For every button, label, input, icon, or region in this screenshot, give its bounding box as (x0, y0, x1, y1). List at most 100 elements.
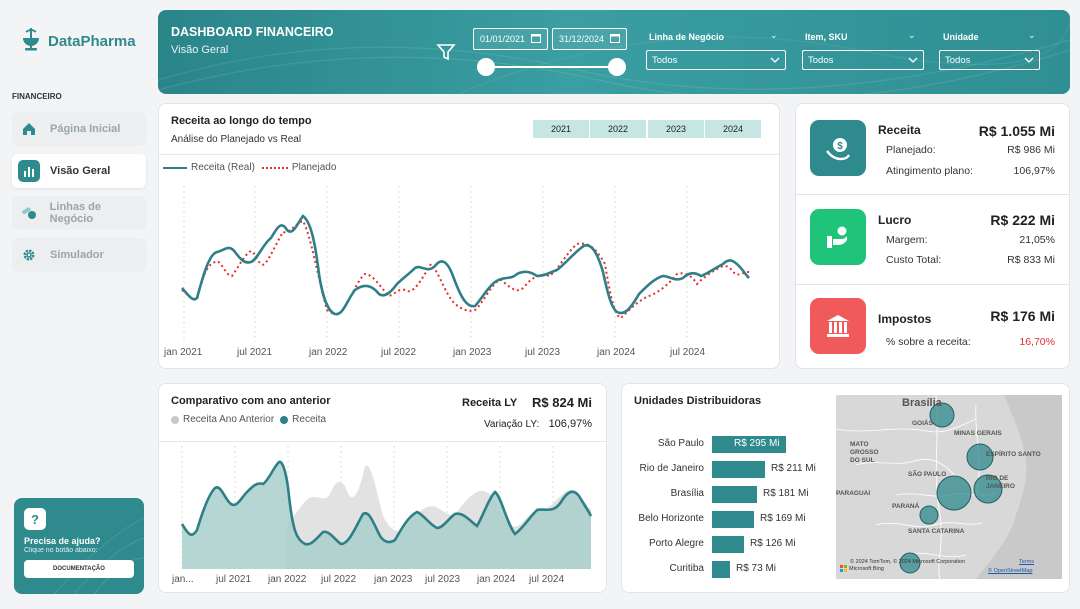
date-start-input[interactable]: 01/01/2021 (473, 28, 548, 50)
year-filter-2022[interactable]: 2022 (590, 120, 646, 138)
bar-value-label: R$ 181 Mi (763, 488, 809, 499)
logo-text: DataPharma (48, 33, 136, 50)
date-range-slider-end-handle[interactable] (608, 58, 626, 76)
date-end-input[interactable]: 31/12/2024 (552, 28, 627, 50)
help-subtitle: Clique no botão abaixo: (24, 547, 98, 554)
card-divider (159, 441, 606, 442)
legend-dot-cur (280, 415, 289, 424)
money-hand-icon: $ (810, 120, 866, 176)
map-label: ESPÍRITO SANTO (986, 451, 1041, 458)
map-osm-link[interactable]: © OpenStreetMap (988, 568, 1033, 574)
kpi-receita-label: Receita (878, 123, 921, 137)
filter-label-unidade: Unidade (943, 32, 979, 42)
home-icon (18, 118, 40, 140)
legend-label-cur: Receita (292, 414, 327, 425)
date-end-value: 31/12/2024 (559, 34, 605, 44)
bar-mark[interactable] (712, 436, 786, 453)
bar-value-label: R$ 73 Mi (736, 563, 777, 574)
legend-swatch-plan (261, 166, 288, 169)
sidebar: DataPharma FINANCEIRO Página Inicial Vis… (0, 0, 158, 609)
x-tick-label: jul 2022 (380, 347, 416, 358)
sidebar-item-simulador[interactable]: Simulador (12, 238, 146, 272)
kpi-row-key: Margem: (886, 234, 928, 246)
year-filter-2024[interactable]: 2024 (705, 120, 761, 138)
bar-mark[interactable] (712, 536, 744, 553)
kpi-row-key: Planejado: (886, 144, 936, 156)
chevron-down-icon[interactable]: ⌄ (1028, 30, 1036, 40)
filter-value: Todos (652, 54, 678, 66)
bar-value-label: R$ 211 Mi (771, 463, 816, 474)
x-tick-label: jan 2023 (373, 574, 413, 585)
x-tick-label: jan 2024 (476, 574, 516, 585)
yoy-area-chart: jan... jul 2021 jan 2022 jul 2022 jan 20… (171, 446, 593, 585)
kpi-lucro-value: R$ 222 Mi (990, 212, 1055, 228)
calendar-icon[interactable] (610, 33, 621, 45)
sidebar-item-label: Visão Geral (50, 165, 111, 177)
pills-icon (18, 202, 40, 224)
bar-city-label: São Paulo (657, 438, 704, 449)
filter-item-sku[interactable]: Todos (802, 50, 924, 70)
sidebar-item-visao-geral[interactable]: Visão Geral (12, 154, 146, 188)
chevron-down-icon[interactable]: ⌄ (908, 30, 916, 40)
filter-value: Todos (808, 54, 834, 66)
microsoft-logo-icon (840, 565, 847, 572)
units-map[interactable]: Brasília GOIÁS MINAS GERAIS MATO GROSSO … (836, 395, 1062, 579)
map-bubbles (899, 402, 1003, 574)
bar-chart-icon (18, 160, 40, 182)
bar-city-label: Brasília (670, 488, 704, 499)
header-wave-decoration (158, 19, 1070, 94)
filter-value: Todos (945, 54, 971, 66)
units-title: Unidades Distribuidoras (634, 395, 762, 407)
filter-unidade[interactable]: Todos (939, 50, 1040, 70)
nav-section-label: FINANCEIRO (12, 92, 62, 101)
current-year-line (180, 460, 593, 546)
yoy-comparison-card: Comparativo com ano anterior Receita Ano… (158, 383, 607, 593)
bar-city-label: Belo Horizonte (638, 513, 704, 524)
x-tick-label: jan 2023 (452, 347, 492, 358)
map-label: SÃO PAULO (908, 471, 947, 478)
x-tick-label: jan 2024 (596, 347, 636, 358)
kpi-divider (796, 194, 1069, 195)
calendar-icon[interactable] (531, 33, 542, 45)
bar-mark[interactable] (712, 461, 765, 478)
chevron-down-icon (1024, 55, 1034, 66)
x-tick-label: jan... (171, 574, 194, 585)
filter-icon[interactable] (436, 42, 456, 67)
year-filter-2021[interactable]: 2021 (533, 120, 589, 138)
bar-value-label: R$ 295 Mi (734, 438, 780, 449)
filter-label-item-sku: Item, SKU (805, 32, 848, 42)
x-tick-label: jan 2022 (267, 574, 307, 585)
x-tick-label: jul 2021 (215, 574, 251, 585)
date-range-slider-start-handle[interactable] (477, 58, 495, 76)
kpi-receita-row: Atingimento plano: 106,97% (886, 165, 1055, 177)
variation-value: 106,97% (548, 418, 592, 430)
map-shapes (836, 395, 1062, 579)
question-icon: ? (24, 508, 46, 530)
bar-value-label: R$ 126 Mi (750, 538, 796, 549)
revenue-chart-subtitle: Análise do Planejado vs Real (171, 134, 302, 145)
map-label: PARANÁ (892, 503, 920, 510)
kpi-lucro-row: Margem: 21,05% (886, 234, 1055, 246)
year-filter-2023[interactable]: 2023 (648, 120, 704, 138)
filter-linha-de-negocio[interactable]: Todos (646, 50, 786, 70)
bar-mark[interactable] (712, 561, 730, 578)
x-tick-label: jul 2022 (320, 574, 356, 585)
documentation-button[interactable]: DOCUMENTAÇÃO (24, 560, 134, 578)
logo[interactable]: DataPharma (20, 26, 136, 57)
chevron-down-icon[interactable]: ⌄ (770, 30, 778, 40)
map-terms-link[interactable]: Terms (1019, 559, 1034, 565)
bar-value-label: R$ 169 Mi (760, 513, 806, 524)
bar-mark[interactable] (712, 486, 757, 503)
map-label: MINAS GERAIS (954, 430, 1002, 437)
sidebar-item-linhas-de-negocio[interactable]: Linhas de Negócio (12, 196, 146, 230)
comparison-legend: Receita Ano Anterior Receita (171, 414, 326, 425)
date-range-slider-track[interactable] (486, 66, 616, 68)
legend-label-real: Receita (Real) (191, 162, 255, 173)
distribution-units-card: Unidades Distribuidoras São Paulo R$ 295 … (621, 383, 1070, 593)
kpi-receita-value: R$ 1.055 Mi (978, 123, 1055, 139)
bar-mark[interactable] (712, 511, 754, 528)
kpi-lucro-row: Custo Total: R$ 833 Mi (886, 254, 1055, 266)
sidebar-item-pagina-inicial[interactable]: Página Inicial (12, 112, 146, 146)
map-credit: © 2024 TomTom, © 2024 Microsoft Corporat… (850, 559, 966, 565)
gear-icon (18, 244, 40, 266)
